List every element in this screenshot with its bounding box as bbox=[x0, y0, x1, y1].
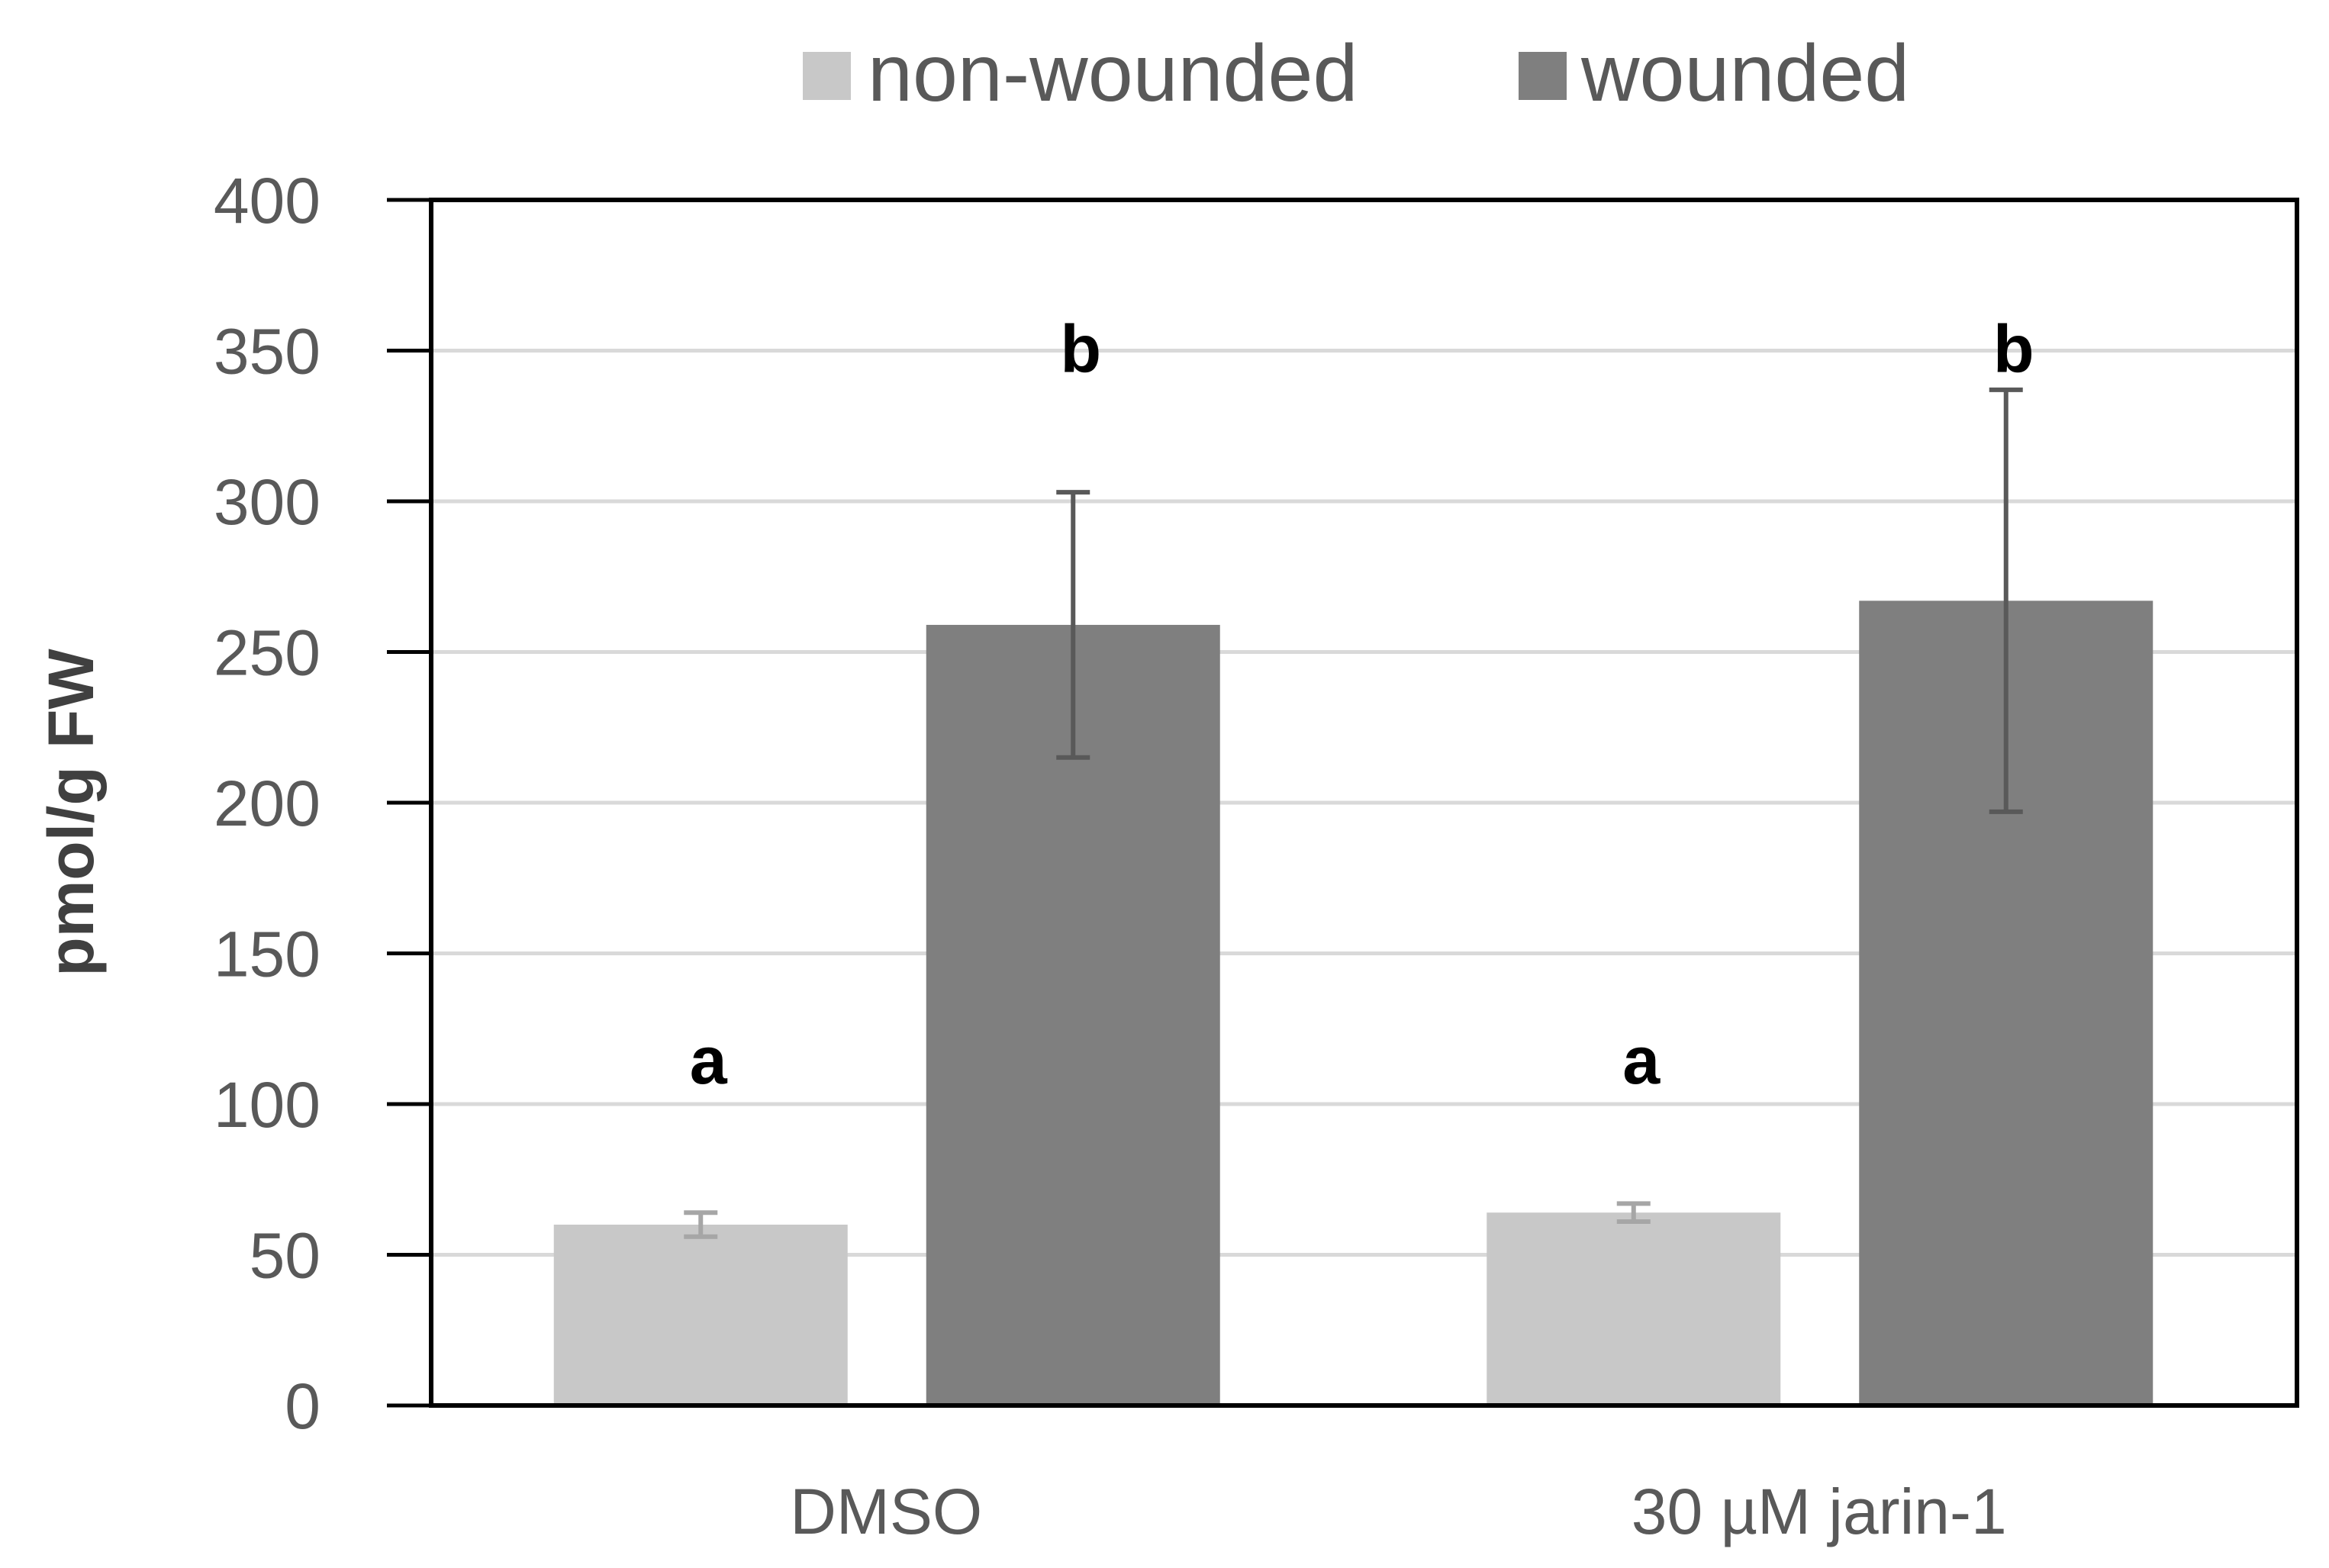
legend-label: wounded bbox=[1580, 28, 1909, 118]
y-axis-title: pmol/g FW bbox=[35, 649, 107, 977]
bar bbox=[553, 1225, 848, 1405]
significance-labels: a b a b bbox=[690, 311, 2034, 1098]
x-category-label: 30 µM jarin-1 bbox=[1632, 1476, 2007, 1547]
legend-label: non-wounded bbox=[868, 28, 1358, 118]
significance-label: b bbox=[1993, 311, 2034, 387]
significance-label: b bbox=[1060, 311, 1101, 387]
y-tick-label: 300 bbox=[214, 466, 321, 538]
significance-label: a bbox=[690, 1022, 728, 1098]
bar bbox=[1487, 1212, 1781, 1405]
y-axis-ticks: 0 50 100 150 200 250 300 350 400 bbox=[214, 165, 431, 1442]
gridlines bbox=[431, 349, 2297, 1257]
legend-swatch bbox=[803, 52, 851, 100]
y-tick-label: 250 bbox=[214, 617, 321, 689]
y-tick-label: 100 bbox=[214, 1069, 321, 1141]
y-tick-label: 150 bbox=[214, 919, 321, 990]
y-tick-label: 350 bbox=[214, 316, 321, 388]
x-axis-labels: DMSO 30 µM jarin-1 bbox=[790, 1476, 2006, 1547]
significance-label: a bbox=[1622, 1022, 1661, 1098]
bars bbox=[553, 600, 2153, 1405]
error-bars bbox=[684, 387, 2023, 1239]
y-tick-label: 50 bbox=[250, 1220, 321, 1292]
y-tick-label: 200 bbox=[214, 768, 321, 839]
x-category-label: DMSO bbox=[790, 1476, 982, 1547]
y-tick-label: 0 bbox=[285, 1370, 321, 1442]
y-tick-label: 400 bbox=[214, 165, 321, 237]
legend: non-wounded wounded bbox=[803, 28, 1909, 118]
legend-swatch bbox=[1519, 52, 1567, 100]
